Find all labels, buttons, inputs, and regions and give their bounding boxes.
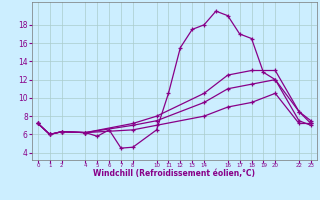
X-axis label: Windchill (Refroidissement éolien,°C): Windchill (Refroidissement éolien,°C) [93, 169, 255, 178]
